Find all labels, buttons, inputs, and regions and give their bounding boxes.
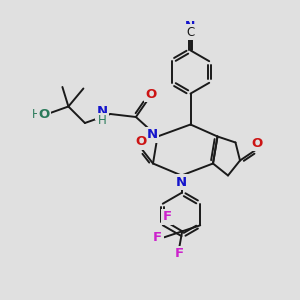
Text: O: O <box>135 135 147 148</box>
Text: C: C <box>186 26 195 39</box>
Text: F: F <box>175 247 184 260</box>
Text: F: F <box>153 231 162 244</box>
Text: N: N <box>146 128 158 142</box>
Text: O: O <box>252 137 263 150</box>
Text: H: H <box>98 114 106 127</box>
Text: N: N <box>96 105 108 118</box>
Text: O: O <box>38 107 50 121</box>
Text: N: N <box>185 20 196 33</box>
Text: N: N <box>176 176 187 189</box>
Text: H: H <box>32 108 40 121</box>
Text: F: F <box>163 210 172 224</box>
Text: O: O <box>146 88 157 101</box>
